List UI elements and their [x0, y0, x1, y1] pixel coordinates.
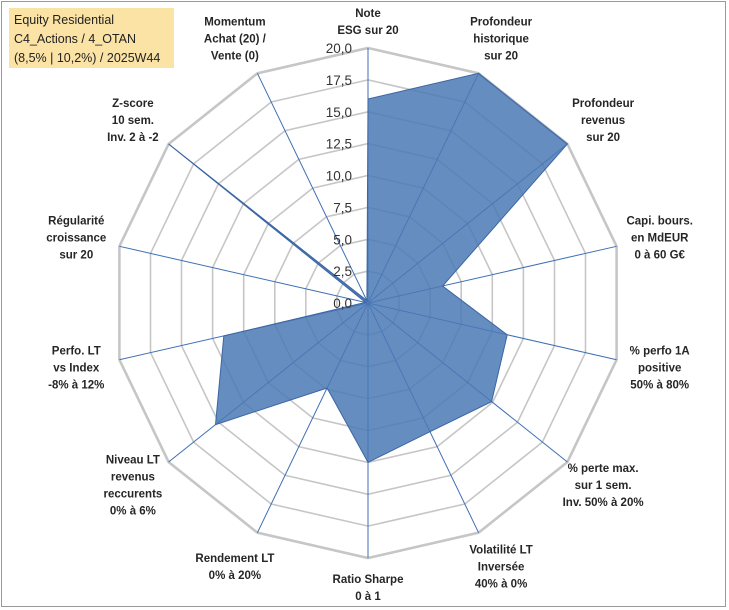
- axis-label: Profondeur historique sur 20: [470, 17, 532, 63]
- axis-label: Note ESG sur 20: [337, 8, 398, 37]
- tick-label-layer: 0,0 2,5 5,0 7,5 10,0 12,5 15,0 17,5 20,0: [326, 41, 352, 311]
- tick-label: 2,5: [333, 264, 352, 279]
- axis-label: % perfo 1A positive 50% à 80%: [630, 346, 690, 392]
- axis-spoke: [256, 73, 369, 304]
- axis-label: Profondeur revenus sur 20: [572, 98, 634, 144]
- tick-label: 0,0: [333, 296, 352, 311]
- axis-label: Momentum Achat (20) / Vente (0): [204, 17, 267, 63]
- title-line-3: (8,5% | 10,2%) / 2025W44: [14, 51, 161, 65]
- data-area: [168, 72, 569, 464]
- axis-label: Capi. bours. en MdEUR 0 à 60 G€: [626, 215, 692, 261]
- axis-label: Régularité croissance sur 20: [46, 215, 106, 261]
- chart-title-box: Equity Residential C4_Actions / 4_OTAN (…: [9, 8, 174, 68]
- tick-label: 20,0: [326, 41, 352, 56]
- title-line-2: C4_Actions / 4_OTAN: [14, 32, 137, 46]
- tick-label: 5,0: [333, 232, 352, 247]
- axis-label: Niveau LT revenus reccurents 0% à 6%: [103, 455, 162, 518]
- axis-label: % perte max. sur 1 sem. Inv. 50% à 20%: [563, 463, 644, 509]
- tick-label: 15,0: [326, 105, 352, 120]
- tick-label: 12,5: [326, 137, 352, 152]
- tick-label: 17,5: [326, 73, 352, 88]
- tick-label: 10,0: [326, 169, 352, 184]
- axis-spoke: [119, 245, 369, 304]
- axis-label: Z-score 10 sem. Inv. 2 à -2: [107, 98, 159, 144]
- title-line-1: Equity Residential: [14, 13, 115, 27]
- axis-label-layer: Note ESG sur 20 Profondeur historique sur 20…: [46, 8, 693, 603]
- area-layer: [168, 72, 569, 464]
- axis-label: Volatilité LT Inversée 40% à 0%: [469, 545, 532, 591]
- tick-label: 7,5: [333, 200, 352, 215]
- axis-label: Rendement LT 0% à 20%: [195, 553, 274, 582]
- axis-label: Ratio Sharpe 0 à 1: [333, 574, 404, 603]
- axis-label: Perfo. LT vs Index -8% à 12%: [48, 346, 104, 392]
